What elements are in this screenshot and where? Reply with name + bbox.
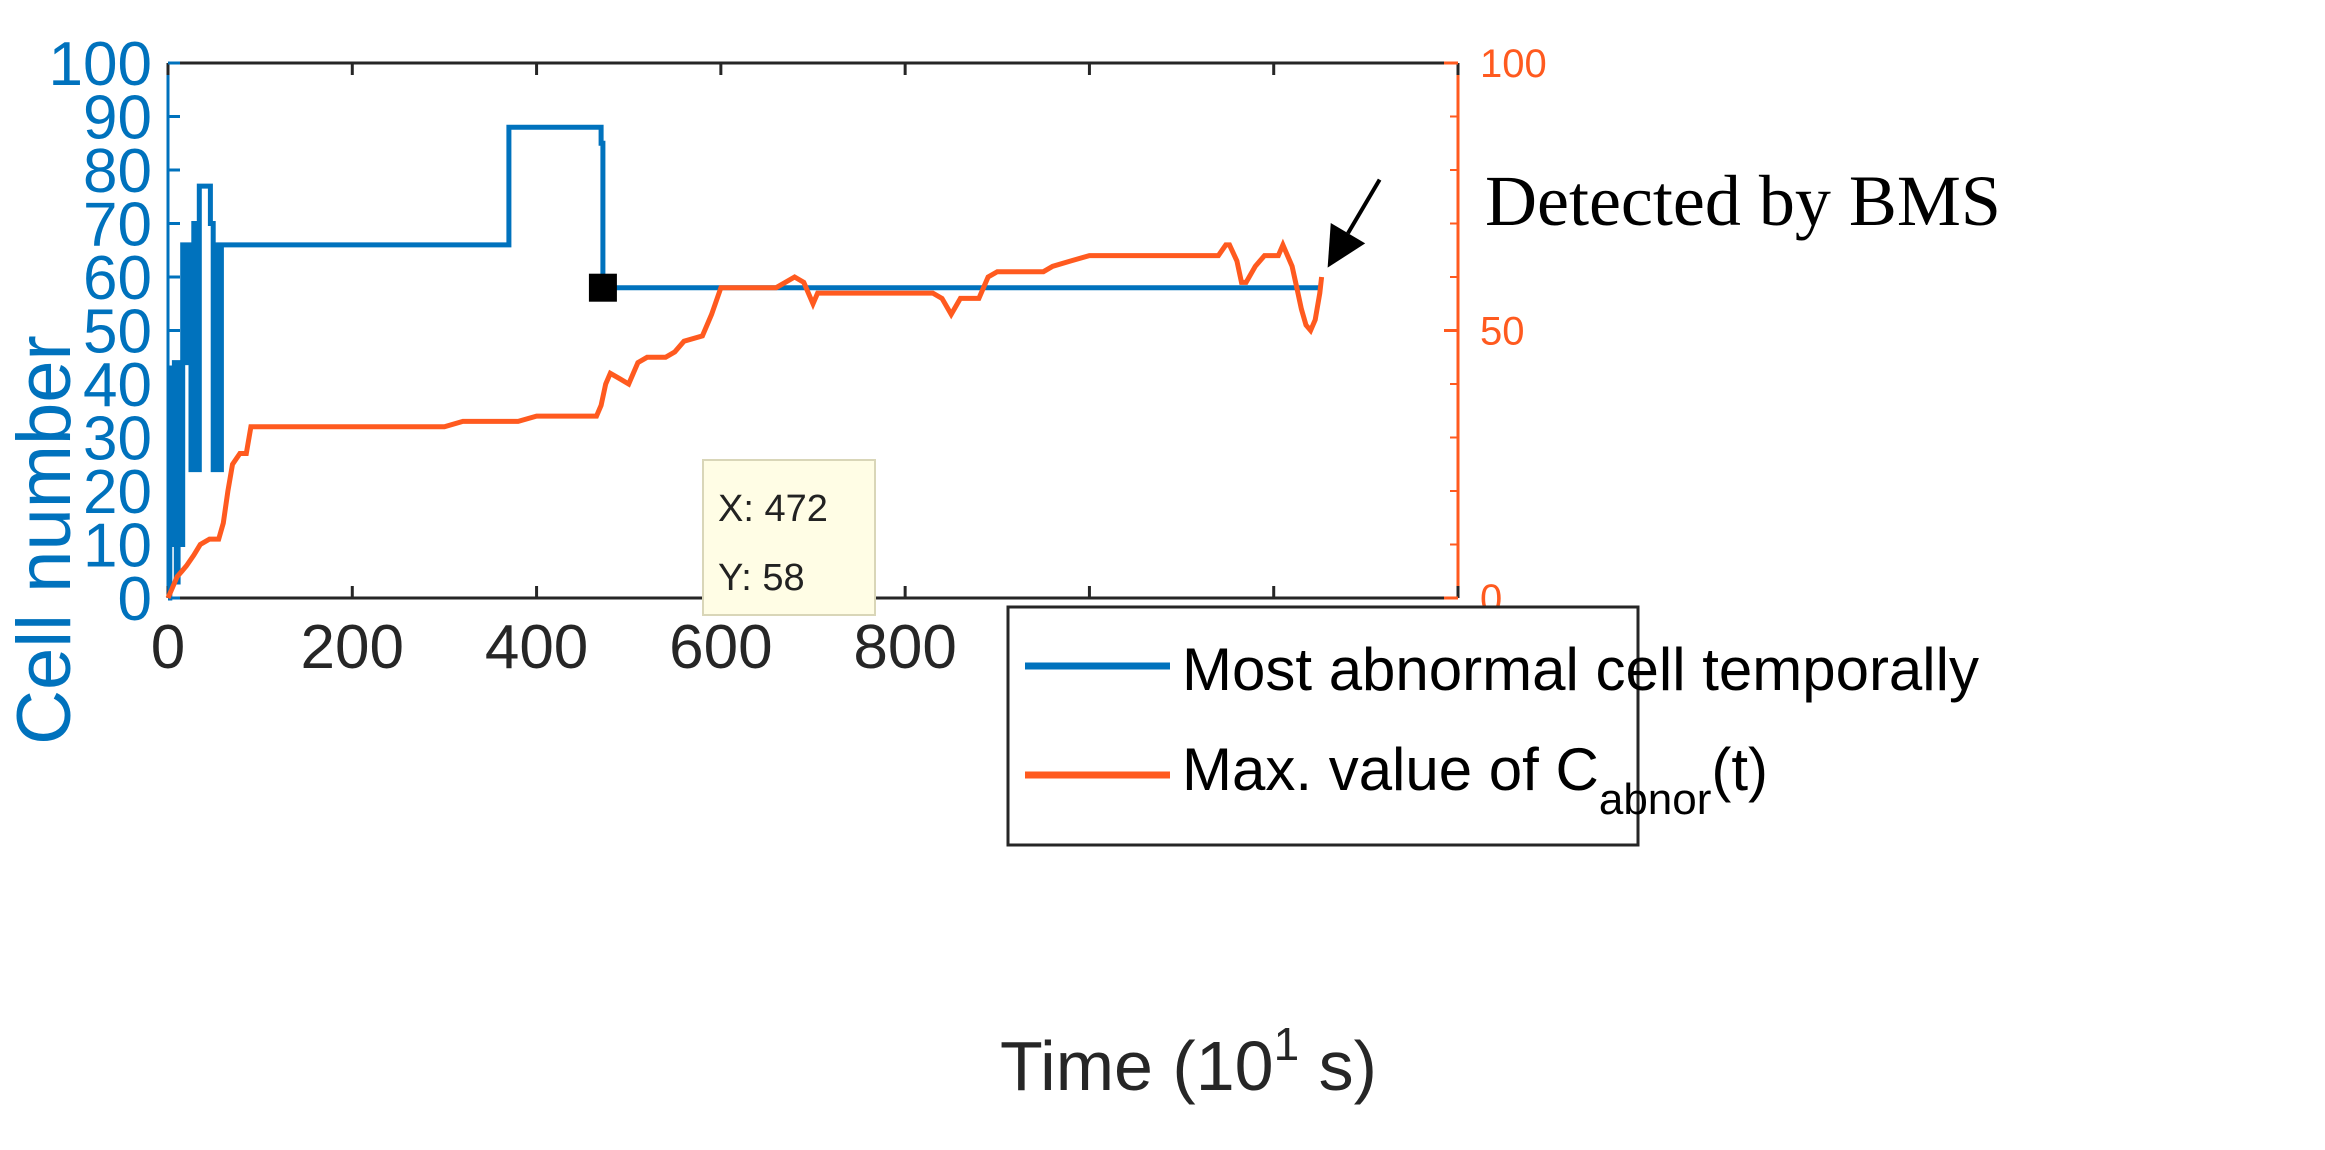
y-right-tick-label: 50 <box>1480 310 1525 354</box>
y-left-tick-label: 100 <box>49 30 152 99</box>
datatip-y-label: Y: 58 <box>718 557 805 599</box>
y-left-tick-label: 30 <box>83 405 152 474</box>
y-left-tick-label: 80 <box>83 137 152 206</box>
x-tick-label: 0 <box>151 613 185 682</box>
legend: Most abnormal cell temporally Max. value… <box>1006 605 1979 847</box>
y-left-tick-label: 50 <box>83 298 152 367</box>
y-left-tick-label: 90 <box>83 84 152 153</box>
series-line-most-abnormal-cell <box>167 124 1320 601</box>
y-right-tick-label: 100 <box>1480 42 1547 86</box>
legend-label-max-value-tail: (t) <box>1711 736 1768 803</box>
y-left-tick-label: 0 <box>118 565 152 634</box>
x-tick-label: 600 <box>669 613 772 682</box>
x-axis-label: Time (101 s) <box>1000 1018 1377 1105</box>
y-left-tick-label: 60 <box>83 244 152 313</box>
datatip-marker <box>588 273 617 302</box>
annotation-detected-by-bms: Detected by BMS <box>1485 161 2001 241</box>
y-left-tick-label: 70 <box>83 191 152 260</box>
y-left-tick-label: 10 <box>83 512 152 581</box>
legend-label-max-value-sub: abnor <box>1599 775 1712 824</box>
y-left-tick-label: 20 <box>83 458 152 527</box>
legend-label-max-value: Max. value of Cabnor(t) <box>1182 736 1768 824</box>
annotation-arrow-head <box>1327 223 1366 268</box>
y-left-tick-label: 40 <box>83 351 152 420</box>
datatip-x-label: X: 472 <box>718 488 828 530</box>
overlay-group <box>588 178 1382 302</box>
x-axis-label-sup: 1 <box>1274 1018 1300 1070</box>
legend-label-most-abnormal: Most abnormal cell temporally <box>1182 636 1979 703</box>
series-line-max-value-cabnor <box>165 238 1325 599</box>
x-tick-label: 800 <box>853 613 956 682</box>
legend-box <box>1006 605 1640 847</box>
series-group <box>165 124 1325 601</box>
x-tick-label: 200 <box>301 613 404 682</box>
datatip-box <box>702 459 876 616</box>
legend-label-max-value-main: Max. value of C <box>1182 736 1599 803</box>
annotation-arrow-shaft <box>1346 178 1382 235</box>
x-tick-label: 400 <box>485 613 588 682</box>
x-axis-label-tail: s) <box>1299 1027 1377 1105</box>
x-axis-label-main: Time (10 <box>1000 1027 1274 1105</box>
y-axis-left-label: Cell number <box>2 335 87 745</box>
datatip: X: 472 Y: 58 <box>702 459 876 616</box>
